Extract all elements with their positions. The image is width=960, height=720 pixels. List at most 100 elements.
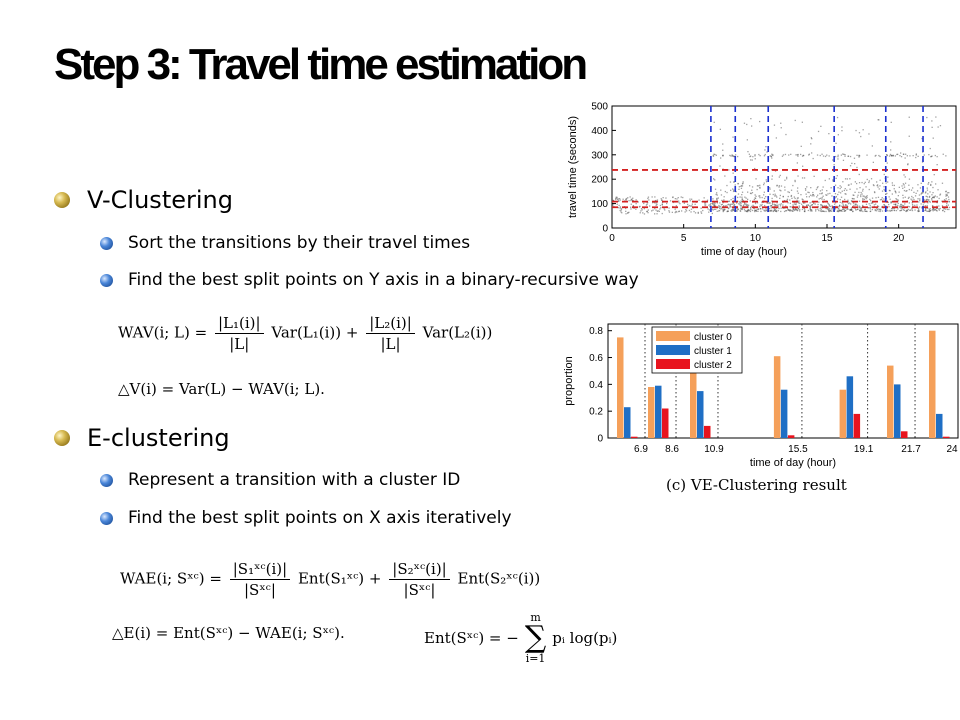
scatter-point <box>640 210 642 212</box>
scatter-point <box>724 190 726 193</box>
scatter-point <box>824 179 826 182</box>
scatter-point <box>841 210 843 212</box>
scatter-point <box>741 194 743 196</box>
scatter-point <box>796 197 799 199</box>
scatter-point <box>911 208 913 210</box>
scatter-point <box>766 151 768 153</box>
scatter-point <box>778 185 780 187</box>
scatter-point <box>763 210 766 212</box>
scatter-point <box>822 155 825 157</box>
scatter-point <box>911 202 913 204</box>
scatter-point <box>730 199 732 201</box>
scatter-point <box>879 209 882 211</box>
scatter-point <box>897 202 899 204</box>
scatter-point <box>749 155 751 158</box>
scatter-point <box>912 187 914 189</box>
scatter-point <box>906 209 908 211</box>
y-tick-label: 0 <box>597 434 603 445</box>
scatter-point <box>870 200 872 202</box>
scatter-point <box>663 208 665 210</box>
scatter-point <box>780 185 783 187</box>
scatter-point <box>866 154 868 156</box>
scatter-point <box>722 149 724 151</box>
scatter-point <box>733 205 735 207</box>
scatter-point <box>862 210 864 213</box>
scatter-point <box>868 133 870 135</box>
scatter-point <box>854 203 856 205</box>
scatter-point <box>858 182 861 184</box>
scatter-point <box>760 205 763 207</box>
scatter-point <box>945 198 947 200</box>
scatter-point <box>945 208 947 210</box>
wav-frac-1: |L₁(i)| |L| <box>215 314 264 353</box>
scatter-point <box>758 153 760 156</box>
scatter-point <box>842 153 844 155</box>
scatter-point <box>687 203 689 206</box>
proportion-bar-chart: 0 0.2 0.4 0.6 0.8 6.9 8.6 10.9 15.5 19.1 21.7 24 tim… <box>563 323 959 469</box>
scatter-point <box>730 203 732 205</box>
scatter-point <box>809 205 811 207</box>
scatter-point <box>798 200 800 202</box>
scatter-point <box>796 210 799 212</box>
scatter-point <box>722 154 724 156</box>
scatter-point <box>912 205 914 207</box>
scatter-point <box>936 210 938 212</box>
scatter-point <box>883 173 885 176</box>
scatter-point <box>728 207 730 209</box>
scatter-point <box>776 202 778 204</box>
scatter-point <box>863 183 865 185</box>
scatter-point <box>789 202 791 204</box>
scatter-point <box>812 191 814 194</box>
scatter-point <box>831 195 833 197</box>
scatter-point <box>830 208 832 210</box>
scatter-point <box>641 209 643 211</box>
scatter-point <box>782 196 784 198</box>
scatter-point <box>787 191 789 193</box>
scatter-point <box>769 209 771 211</box>
scatter-point <box>850 203 852 205</box>
scatter-point <box>923 154 925 156</box>
scatter-point <box>628 211 630 213</box>
scatter-point <box>812 194 815 196</box>
scatter-point <box>898 191 900 193</box>
scatter-point <box>786 176 788 178</box>
scatter-point <box>790 206 792 208</box>
scatter-point <box>878 188 880 190</box>
scatter-point <box>727 210 729 212</box>
scatter-point <box>931 126 933 128</box>
scatter-point <box>869 204 871 207</box>
scatter-point <box>740 202 742 204</box>
scatter-point <box>651 196 653 198</box>
scatter-point <box>747 210 749 212</box>
scatter-point <box>904 157 906 159</box>
scatter-point <box>860 210 862 212</box>
scatter-point <box>685 209 687 211</box>
wae-lhs: WAE(i; Sˣᶜ) = <box>120 569 222 588</box>
scatter-point <box>839 210 841 212</box>
scatter-point <box>737 196 739 199</box>
scatter-point <box>945 155 947 157</box>
scatter-point <box>890 149 892 151</box>
scatter-point <box>668 211 671 213</box>
scatter-point <box>774 209 776 211</box>
scatter-point <box>927 207 929 209</box>
scatter-point <box>754 202 757 205</box>
scatter-point <box>945 193 947 196</box>
bar-cluster-0 <box>648 387 655 438</box>
scatter-point <box>853 204 855 207</box>
scatter-point <box>815 188 818 191</box>
scatter-point <box>919 199 921 202</box>
scatter-point <box>847 184 850 186</box>
scatter-point <box>923 199 925 201</box>
scatter-point <box>862 188 864 190</box>
scatter-point <box>826 194 828 196</box>
scatter-point <box>948 192 950 194</box>
scatter-point <box>782 154 785 156</box>
scatter-point <box>842 181 844 183</box>
scatter-point <box>615 198 617 201</box>
scatter-point <box>778 176 780 178</box>
scatter-point <box>927 193 929 195</box>
scatter-point <box>784 189 786 191</box>
scatter-point <box>865 196 867 198</box>
scatter-point <box>838 207 840 209</box>
